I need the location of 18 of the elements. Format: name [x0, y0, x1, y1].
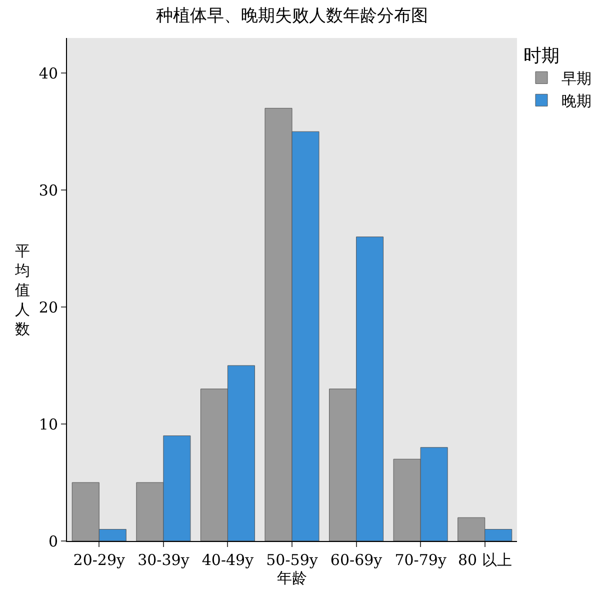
x-tick-label: 60-69y: [330, 551, 383, 569]
x-tick-label: 40-49y: [202, 551, 254, 569]
x-tick-label: 70-79y: [394, 551, 447, 569]
chart-title: 种植体早、晚期失败人数年龄分布图: [156, 6, 428, 26]
legend-title: 时期: [524, 45, 560, 66]
y-tick-label: 20: [38, 298, 58, 316]
y-tick-label: 10: [38, 415, 58, 434]
y-tick-label: 0: [48, 532, 58, 550]
y-tick-label: 30: [38, 181, 58, 200]
legend-label: 早期: [562, 70, 592, 88]
legend-label: 晚期: [562, 92, 592, 110]
x-tick-label: 30-39y: [138, 551, 190, 569]
x-tick-label: 80 以上: [458, 551, 512, 569]
x-tick-label: 50-59y: [266, 551, 318, 569]
x-axis-title: 年龄: [277, 569, 307, 587]
y-axis-title: 平均值人数: [14, 242, 30, 338]
x-tick-label: 20-29y: [73, 551, 126, 569]
y-tick-label: 40: [38, 64, 58, 82]
